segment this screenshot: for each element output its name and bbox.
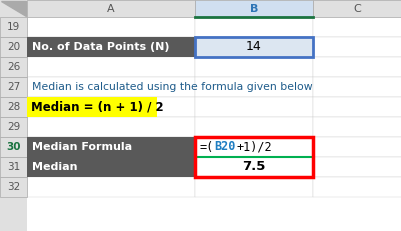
Text: 28: 28 — [7, 102, 20, 112]
Bar — [27, 0, 194, 17]
Text: Median = (n + 1) / 2: Median = (n + 1) / 2 — [31, 100, 163, 113]
Bar — [0, 177, 27, 197]
Bar — [194, 157, 312, 177]
Bar — [312, 97, 401, 117]
Bar — [0, 157, 27, 177]
Bar — [0, 0, 401, 17]
Text: 31: 31 — [7, 162, 20, 172]
Bar — [0, 117, 27, 137]
Bar — [27, 17, 194, 37]
Bar — [27, 97, 194, 117]
Bar — [194, 0, 312, 17]
Bar — [27, 157, 194, 177]
Bar — [312, 0, 401, 17]
Bar — [312, 17, 401, 37]
Text: No. of Data Points (N): No. of Data Points (N) — [32, 42, 169, 52]
Bar — [27, 137, 194, 157]
Text: 29: 29 — [7, 122, 20, 132]
Text: A: A — [107, 3, 115, 13]
Bar — [0, 37, 27, 57]
Bar — [0, 137, 27, 157]
Bar — [0, 0, 27, 231]
Bar — [27, 137, 194, 157]
Bar — [27, 97, 157, 117]
Bar — [194, 137, 312, 157]
Bar — [27, 77, 194, 97]
Bar — [27, 117, 194, 137]
Bar — [194, 37, 312, 57]
Bar — [312, 57, 401, 77]
Text: Median Formula: Median Formula — [32, 142, 132, 152]
Bar — [194, 37, 312, 57]
Bar — [194, 97, 312, 117]
Text: 32: 32 — [7, 182, 20, 192]
Bar — [194, 77, 312, 97]
Text: 7.5: 7.5 — [242, 161, 265, 173]
Text: B20: B20 — [213, 140, 235, 154]
Bar — [194, 17, 312, 37]
Bar — [312, 77, 401, 97]
Bar — [194, 57, 312, 77]
Text: 30: 30 — [6, 142, 21, 152]
Text: C: C — [353, 3, 360, 13]
Bar — [0, 57, 27, 77]
Bar — [27, 157, 194, 177]
Text: Median: Median — [32, 162, 77, 172]
Text: 27: 27 — [7, 82, 20, 92]
Bar — [0, 17, 27, 37]
Bar — [27, 57, 194, 77]
Text: B: B — [249, 3, 257, 13]
Bar — [27, 177, 194, 197]
Bar — [194, 117, 312, 137]
Bar — [0, 97, 27, 117]
Bar — [312, 37, 401, 57]
Bar — [194, 137, 312, 157]
Bar — [312, 137, 401, 157]
Bar — [312, 157, 401, 177]
Bar — [312, 177, 401, 197]
Text: Median is calculated using the formula given below: Median is calculated using the formula g… — [32, 82, 312, 92]
Bar — [194, 137, 312, 177]
Text: =(: =( — [200, 140, 214, 154]
Bar — [27, 37, 194, 57]
Text: +1)/2: +1)/2 — [237, 140, 272, 154]
Bar — [27, 37, 194, 57]
Text: 20: 20 — [7, 42, 20, 52]
Bar — [194, 157, 312, 177]
Text: 26: 26 — [7, 62, 20, 72]
Bar — [0, 77, 27, 97]
Bar — [312, 117, 401, 137]
Bar — [194, 177, 312, 197]
Polygon shape — [1, 1, 26, 16]
Text: 19: 19 — [7, 22, 20, 32]
Text: 14: 14 — [245, 40, 261, 54]
